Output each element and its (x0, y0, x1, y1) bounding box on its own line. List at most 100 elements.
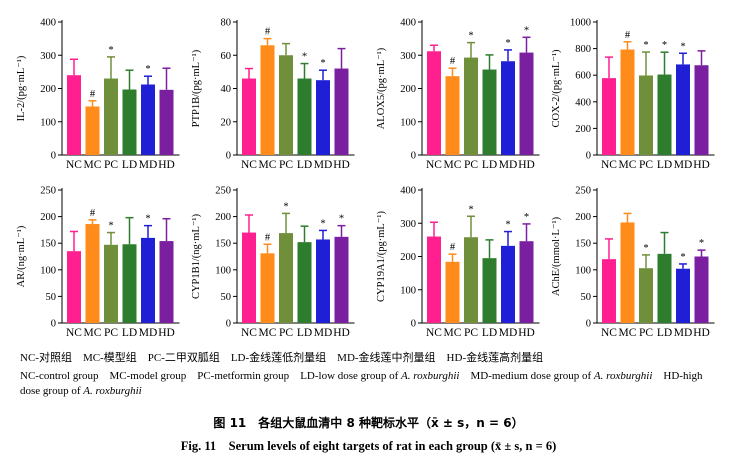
significance-mark: # (90, 208, 96, 219)
bar-ld (122, 89, 137, 155)
x-tick-label: MD (314, 159, 333, 171)
legend-hd-species: A. roxburghii (83, 385, 142, 397)
significance-mark: * (468, 31, 473, 42)
x-tick-label: HD (518, 159, 535, 171)
bar-nc (242, 232, 256, 323)
x-tick-label: HD (693, 159, 710, 171)
x-tick-label: PC (464, 159, 478, 171)
y-tick-label: 50 (221, 292, 232, 303)
significance-mark: * (108, 221, 113, 232)
legend-ld-species: A. roxburghii (401, 370, 460, 382)
chart-panel-8: 0 50 100 150 200 250 AChE/(mmol·L⁻¹) NC MC * PC LD *… (551, 186, 715, 339)
y-tick-label: 250 (575, 186, 591, 197)
bar-pc (279, 233, 293, 323)
y-axis-label: AR/(ng·mL⁻¹) (16, 225, 27, 287)
y-tick-label: 80 (221, 18, 232, 29)
x-tick-label: MC (444, 159, 462, 171)
legend-md-species: A. roxburghii (593, 370, 653, 382)
bar-ld (297, 242, 312, 323)
significance-mark: # (450, 56, 456, 67)
y-tick-label: 50 (581, 292, 592, 303)
chart-panel-5: 0 50 100 150 200 250 AR/(ng·mL⁻¹) NC # MC * PC LD * MD… (16, 186, 180, 339)
x-tick-label: MC (84, 327, 102, 339)
x-tick-label: LD (657, 159, 672, 171)
y-tick-label: 200 (215, 212, 231, 223)
significance-mark: # (625, 30, 631, 41)
bar-nc (242, 78, 256, 155)
chart-panel-3: 0 100 200 300 400 ALOX5/(pg·mL⁻¹) NC # MC * PC LD * M… (376, 18, 540, 171)
x-tick-label: HD (333, 327, 350, 339)
significance-mark: * (524, 212, 529, 223)
y-axis-label: PTP1B/(pg·mL⁻¹) (191, 49, 202, 127)
y-tick-label: 400 (400, 18, 416, 29)
x-tick-label: MD (314, 327, 333, 339)
chart-panel-7: 0 100 200 300 400 CYP19A1/(pg·mL⁻¹) NC # MC * PC LD… (376, 186, 540, 339)
y-tick-label: 0 (586, 151, 591, 162)
x-tick-label: PC (104, 327, 118, 339)
chart-panel-1: 0 100 200 300 400 IL-2/(pg·mL⁻¹) NC # MC * PC LD * MD… (16, 18, 180, 171)
significance-mark: # (265, 27, 271, 38)
y-tick-label: 150 (575, 239, 591, 250)
significance-mark: * (468, 204, 473, 215)
bar-hd (159, 241, 174, 323)
x-tick-label: HD (158, 327, 175, 339)
significance-mark: * (662, 40, 667, 51)
y-axis-label: AChE/(mmol·L⁻¹) (551, 216, 562, 296)
x-tick-label: PC (279, 327, 293, 339)
bar-hd (694, 65, 709, 155)
y-tick-label: 200 (40, 212, 56, 223)
legend-english: NC-control group MC-model group PC-metfo… (20, 369, 725, 399)
y-tick-label: 150 (215, 239, 231, 250)
x-tick-label: MD (499, 159, 518, 171)
y-tick-label: 200 (40, 84, 56, 95)
significance-mark: # (90, 89, 96, 100)
legend-pc: PC-metformin group (197, 370, 290, 382)
bar-md (501, 245, 515, 323)
x-tick-label: MC (619, 327, 637, 339)
significance-mark: * (302, 52, 307, 63)
bar-pc (464, 237, 478, 323)
y-tick-label: 100 (400, 285, 416, 296)
y-tick-label: 20 (221, 117, 232, 128)
x-tick-label: NC (241, 159, 257, 171)
x-tick-label: PC (639, 327, 653, 339)
bar-ld (482, 69, 497, 155)
y-axis-label: COX-2/(pg·mL⁻¹) (551, 49, 562, 128)
x-tick-label: LD (297, 159, 312, 171)
x-tick-label: PC (464, 327, 478, 339)
legend-hd: HD-high dose group of (20, 370, 703, 397)
y-tick-label: 150 (40, 239, 56, 250)
y-tick-label: 1000 (570, 18, 591, 29)
legend-chinese: NC-对照组 MC-模型组 PC-二甲双胍组 LD-金线莲低剂量组 MD-金线莲… (20, 352, 544, 364)
y-tick-label: 0 (411, 319, 416, 330)
y-tick-label: 40 (221, 84, 232, 95)
bar-hd (159, 89, 174, 155)
significance-mark: * (680, 252, 685, 263)
bar-md (676, 268, 690, 323)
x-tick-label: MC (259, 159, 277, 171)
bar-mc (85, 224, 100, 323)
significance-mark: * (643, 40, 648, 51)
y-tick-label: 100 (400, 117, 416, 128)
bar-nc (427, 51, 441, 156)
y-tick-label: 250 (215, 186, 231, 197)
bar-md (676, 64, 690, 155)
x-tick-label: MD (674, 159, 693, 171)
caption-chinese: 图 11 各组大鼠血清中 8 种靶标水平（x̄ ± s，n = 6） (213, 416, 524, 430)
bar-md (316, 80, 330, 155)
bar-mc (260, 253, 275, 323)
y-tick-label: 50 (46, 292, 57, 303)
bar-mc (260, 45, 275, 155)
bar-ld (482, 258, 497, 323)
y-axis-label: IL-2/(pg·mL⁻¹) (16, 55, 27, 121)
x-tick-label: HD (693, 327, 710, 339)
x-tick-label: PC (279, 159, 293, 171)
x-tick-label: LD (657, 327, 672, 339)
bar-hd (519, 241, 534, 323)
bar-ld (297, 78, 312, 155)
x-tick-label: LD (482, 159, 497, 171)
y-tick-label: 100 (215, 265, 231, 276)
significance-mark: # (450, 242, 456, 253)
y-tick-label: 400 (40, 18, 56, 29)
